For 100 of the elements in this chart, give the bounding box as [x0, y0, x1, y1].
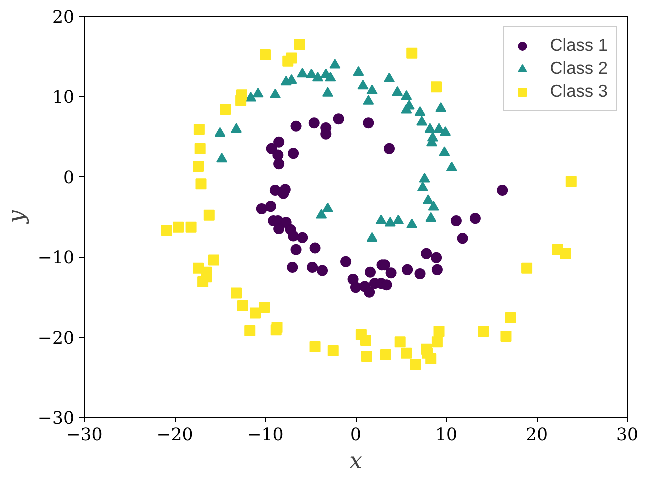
point — [208, 254, 220, 266]
point — [422, 194, 434, 204]
point — [287, 262, 298, 274]
point — [294, 39, 306, 50]
point — [431, 82, 442, 93]
point — [424, 123, 436, 133]
point — [214, 127, 226, 137]
point — [196, 178, 207, 190]
point — [216, 152, 228, 163]
point — [434, 326, 445, 338]
x-tick-label: 10 — [435, 426, 458, 446]
point — [265, 201, 276, 212]
point — [282, 56, 294, 67]
point — [560, 248, 572, 260]
point — [394, 336, 406, 348]
point — [231, 288, 242, 299]
point — [252, 88, 264, 98]
point — [274, 158, 285, 170]
point — [173, 222, 184, 233]
point — [306, 68, 318, 78]
point — [220, 104, 232, 116]
point — [366, 232, 378, 242]
point — [366, 84, 378, 94]
point — [439, 146, 450, 156]
point — [406, 48, 418, 59]
point — [522, 262, 533, 274]
point — [393, 214, 404, 224]
point — [317, 265, 328, 276]
point — [363, 95, 374, 105]
point — [417, 182, 428, 192]
legend-label: Class 2 — [550, 58, 608, 79]
x-tick-label: −20 — [156, 426, 194, 446]
y-tick-label: −10 — [38, 248, 75, 269]
point — [290, 120, 302, 132]
y-tick-label: 10 — [52, 88, 75, 108]
point — [431, 252, 442, 264]
point — [274, 224, 285, 235]
point — [328, 345, 339, 356]
point — [401, 90, 412, 100]
point — [193, 160, 204, 172]
point — [237, 300, 248, 312]
point — [364, 286, 376, 298]
point — [440, 126, 452, 136]
point — [416, 116, 428, 126]
point — [426, 353, 437, 364]
point — [566, 176, 577, 188]
point — [361, 351, 372, 362]
point — [290, 244, 302, 256]
point — [194, 124, 205, 136]
point — [384, 72, 395, 82]
x-tick-label: 20 — [526, 426, 548, 446]
point — [434, 123, 445, 133]
point — [414, 106, 426, 116]
point — [392, 86, 404, 96]
point — [380, 349, 392, 360]
point — [270, 324, 282, 336]
point — [272, 150, 284, 161]
point — [364, 266, 376, 278]
point — [384, 143, 395, 154]
y-tick-label: 0 — [63, 168, 75, 188]
legend-label: Class 3 — [550, 81, 608, 102]
point — [250, 308, 262, 319]
point — [432, 264, 443, 276]
point — [410, 359, 422, 370]
point — [333, 114, 344, 125]
point — [419, 173, 430, 183]
point — [274, 136, 285, 148]
point — [358, 80, 369, 90]
point — [401, 348, 412, 359]
point — [386, 268, 397, 279]
point — [297, 68, 308, 78]
x-tick-label: 0 — [350, 426, 362, 446]
point — [259, 302, 270, 314]
point — [497, 185, 508, 196]
point — [288, 230, 300, 242]
point — [330, 59, 341, 69]
point — [381, 280, 392, 291]
point — [428, 201, 440, 211]
point — [161, 225, 172, 236]
point — [325, 72, 336, 82]
point — [316, 209, 328, 219]
point — [376, 214, 387, 224]
point — [246, 92, 257, 102]
point — [350, 282, 362, 294]
point — [406, 218, 418, 228]
point — [297, 232, 308, 244]
point — [198, 276, 209, 288]
point — [310, 242, 321, 254]
point — [432, 336, 443, 348]
point — [446, 162, 458, 172]
point — [414, 268, 426, 280]
y-tick-label: −20 — [38, 328, 75, 349]
point — [260, 49, 271, 60]
point — [353, 66, 364, 76]
point — [270, 185, 281, 196]
legend-label: Class 1 — [550, 35, 608, 56]
point — [450, 216, 462, 226]
point — [231, 123, 242, 133]
point — [307, 262, 318, 274]
x-tick-label: −10 — [247, 426, 284, 446]
